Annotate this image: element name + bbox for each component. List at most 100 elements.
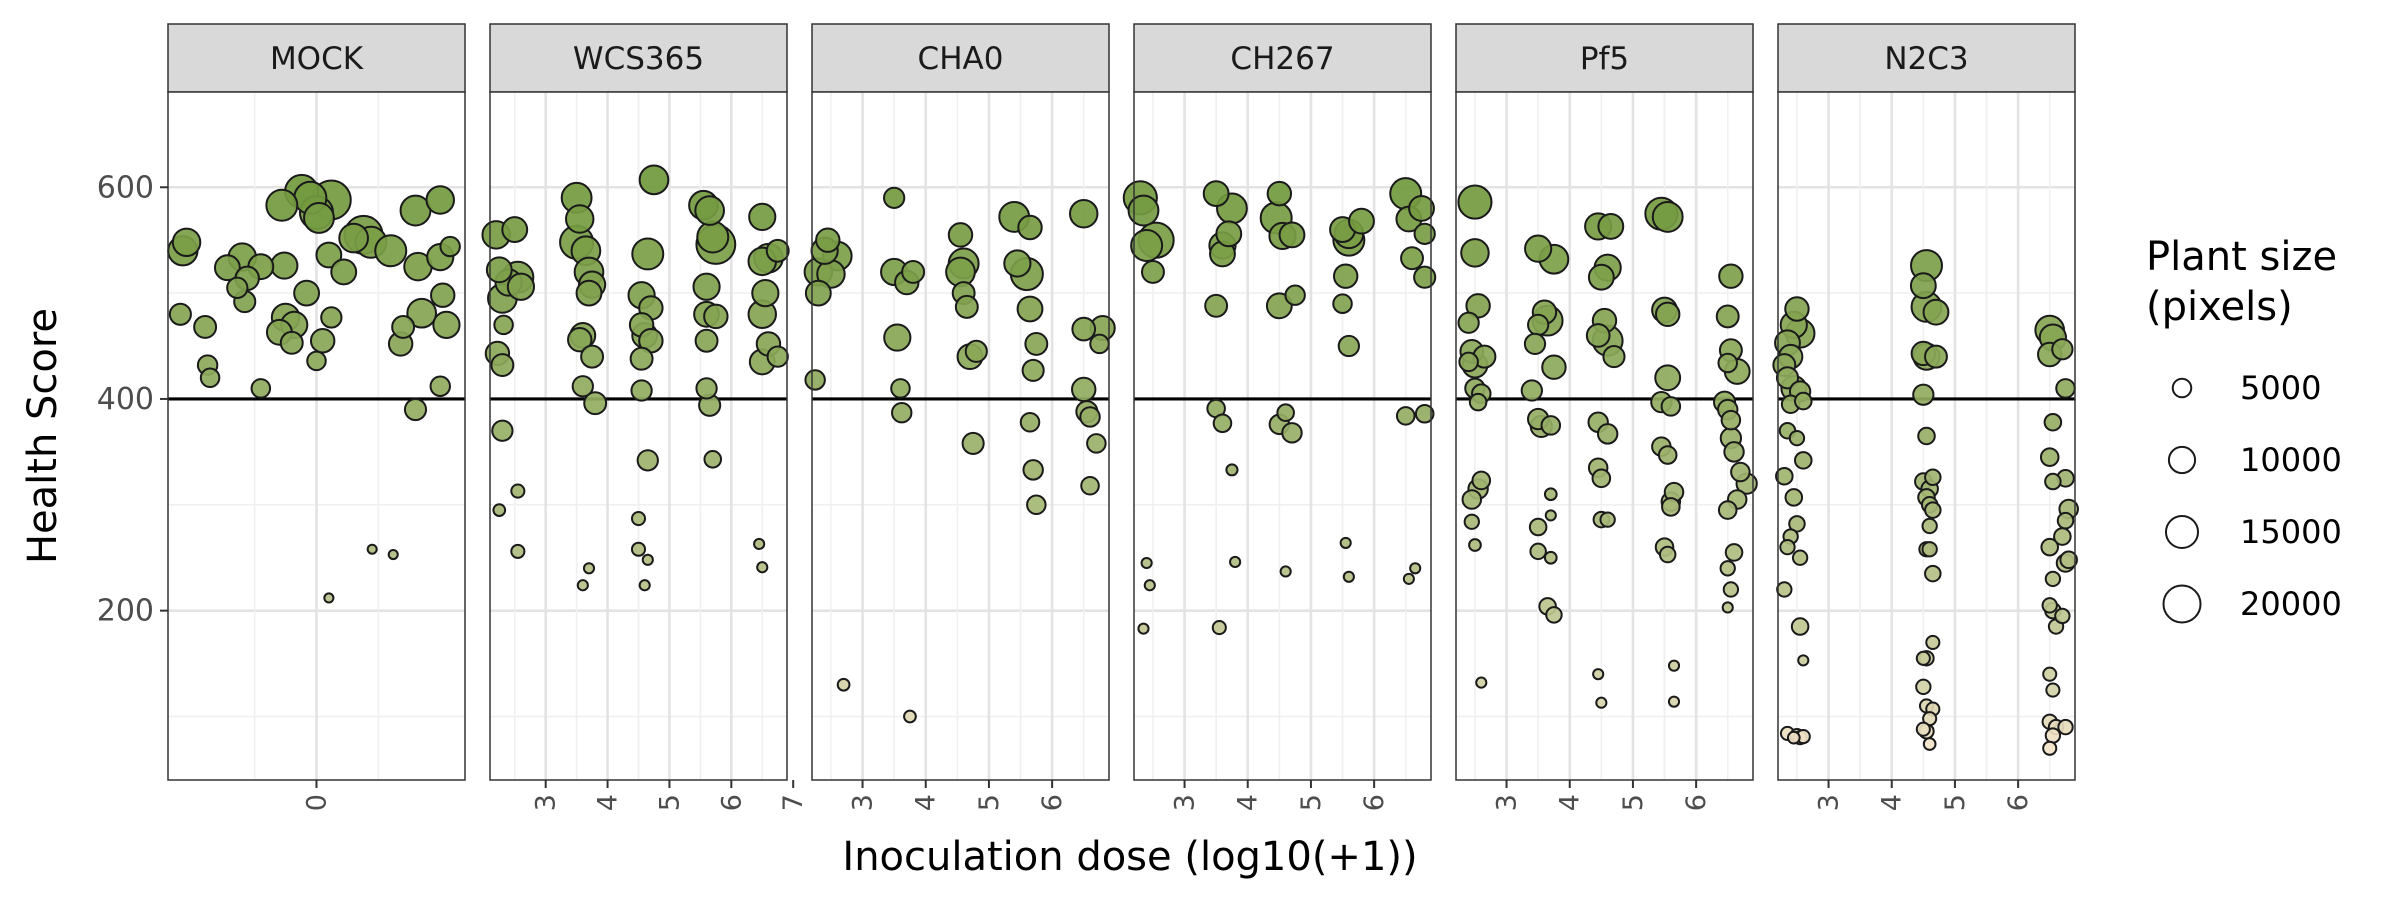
data-point [1339,536,1352,549]
data-point [1541,354,1567,380]
facet-strip [1455,23,1754,93]
data-point [1475,676,1488,689]
x-tick-label: 3 [1814,794,1845,811]
data-point [439,235,461,258]
data-point [425,185,455,215]
data-point [1775,366,1800,390]
data-point [891,402,913,424]
facet-strip-label: MOCK [270,41,364,77]
legend-title: Plant size [2146,234,2337,280]
data-point [510,483,526,499]
data-point [2057,718,2074,736]
data-point [1592,668,1605,681]
x-tick-label: 5 [1296,794,1327,811]
data-point [1400,246,1424,271]
data-point [1332,263,1359,289]
data-point [1276,403,1295,422]
data-point [1776,581,1793,598]
data-point [1587,263,1615,291]
facet-strip [1777,23,2076,93]
data-point [1003,249,1032,278]
y-tick-label: 400 [97,382,154,417]
data-point [964,339,988,363]
data-point [576,579,589,592]
legend-key-circle [2167,445,2197,475]
legend-label: 15000 [2240,513,2342,551]
data-point [366,543,378,555]
data-point [641,553,654,566]
data-point [492,503,507,517]
data-point [2055,378,2076,399]
data-point [630,541,647,557]
data-point [1790,617,1810,636]
legend-label: 10000 [2240,441,2342,479]
data-point [1651,200,1684,233]
data-point [2042,666,2058,682]
data-point [631,237,665,271]
data-point [1141,259,1165,284]
facet-panel-ch267: CH267 3 4 5 6 [1122,23,1437,811]
data-point [695,377,718,400]
data-point [2045,682,2061,698]
data-point [1922,737,1937,751]
data-point [883,186,906,209]
data-point [1543,550,1558,565]
data-point [1597,213,1625,240]
data-point [804,279,832,307]
x-tick-label: 3 [531,794,562,811]
facet-strip-label: CHA0 [918,41,1004,77]
data-point [1658,545,1677,564]
data-point [1717,352,1738,374]
y-tick-label: 200 [97,594,154,629]
data-point [279,330,304,355]
data-point [1723,441,1745,463]
data-point [804,369,826,391]
data-point [567,326,593,353]
panel-border [811,91,1110,781]
data-point [1657,445,1678,465]
x-tick-label: 4 [593,794,624,811]
data-point [703,303,729,330]
data-point [694,328,719,353]
data-point [582,562,596,575]
data-point [1730,461,1751,483]
facet-panel-wcs365: WCS365 3 4 5 6 7 [481,23,809,811]
data-point [748,202,777,231]
data-point [575,279,603,307]
data-point [2041,597,2058,614]
data-point [1026,494,1047,516]
data-point [636,449,659,472]
data-point [1225,463,1239,477]
data-point [309,328,336,354]
data-point [630,379,653,402]
data-point [1924,344,1948,369]
data-point [1458,351,1479,373]
data-point [1408,195,1435,222]
data-point [1215,220,1243,248]
data-point [765,238,790,263]
x-tick-label: 5 [1940,794,1971,811]
data-point [1143,579,1156,592]
data-point [1284,284,1306,306]
data-point [506,272,536,301]
data-point [270,251,299,280]
data-point [1917,426,1936,446]
data-point [1784,296,1810,322]
data-point [629,346,654,371]
x-tick-label: 3 [1170,794,1201,811]
x-tick-label: 5 [654,794,685,811]
data-point [1524,234,1553,263]
data-point [1545,606,1563,624]
data-point [1079,406,1101,428]
data-point [901,259,926,284]
x-tick-label: 0 [302,794,333,811]
data-point [890,378,911,399]
data-point [1925,634,1941,650]
data-point [1527,313,1550,337]
data-point [1402,572,1415,585]
panel-background [812,92,1109,780]
y-axis-title: Health Score [20,308,66,564]
data-point [501,216,529,244]
